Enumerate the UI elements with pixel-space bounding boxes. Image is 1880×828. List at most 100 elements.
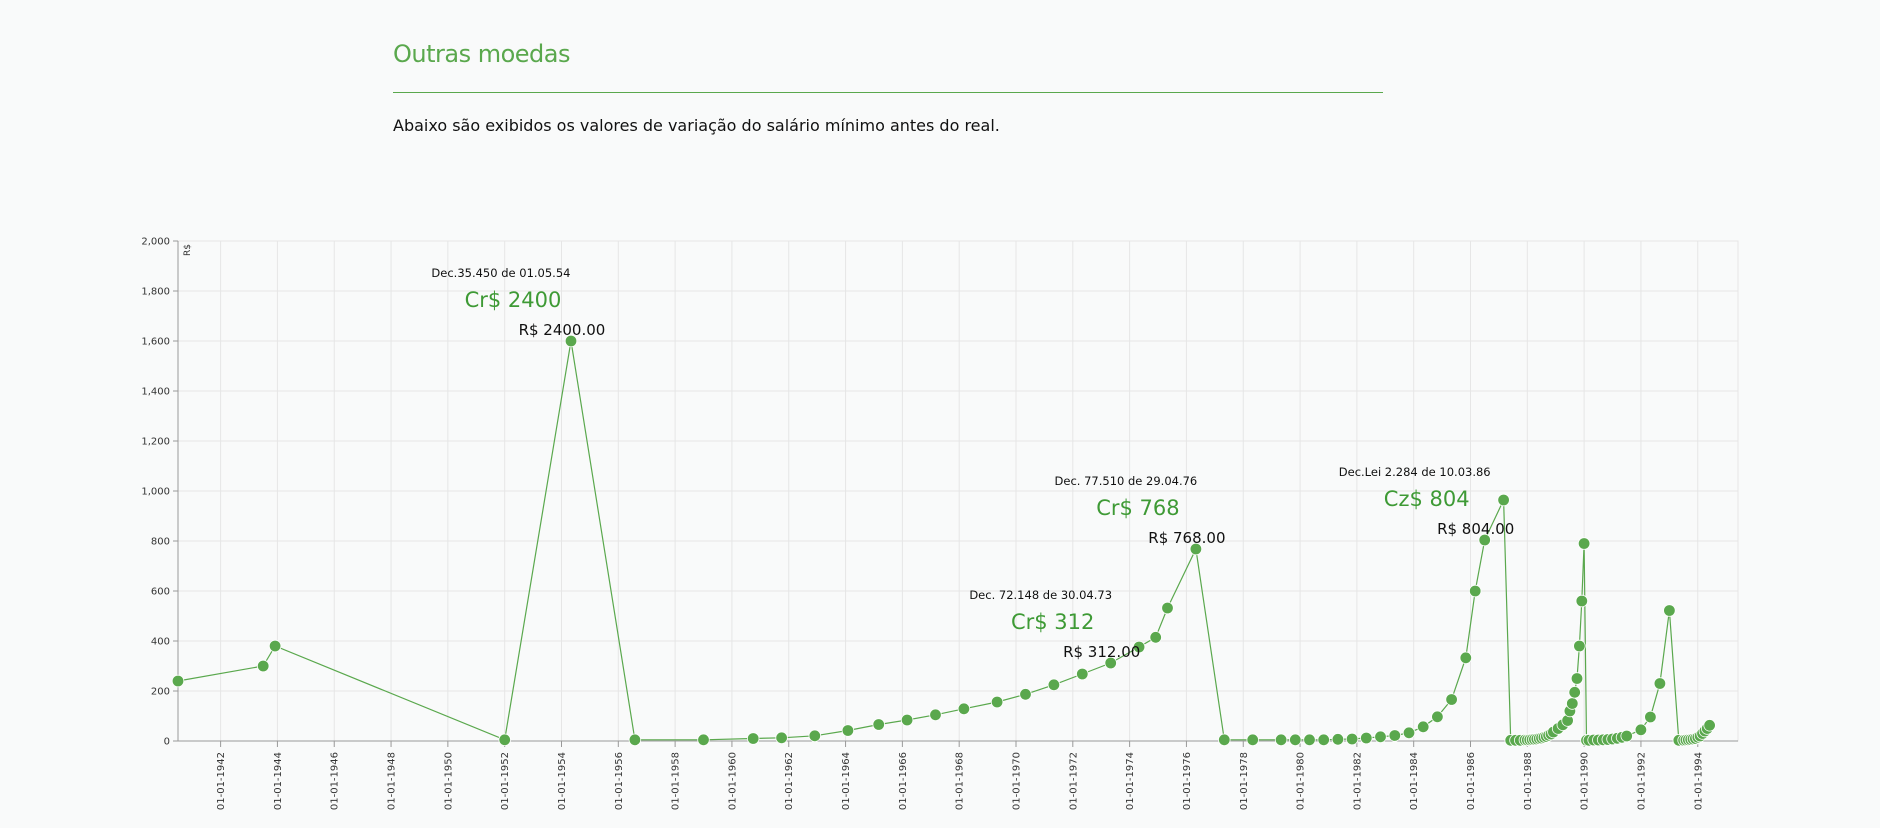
x-tick-label: 01-01-1960 xyxy=(727,752,738,810)
x-tick-label: 01-01-1990 xyxy=(1580,752,1591,810)
x-tick-label: 01-01-1976 xyxy=(1182,752,1193,810)
x-tick-label: 01-01-1994 xyxy=(1693,752,1704,810)
data-point xyxy=(990,695,1004,709)
annotation-decree: Dec.Lei 2.284 de 10.03.86 xyxy=(1339,465,1491,479)
y-tick-label: 1,600 xyxy=(141,337,170,348)
data-point xyxy=(841,724,855,737)
annotation-value: R$ 312.00 xyxy=(1063,643,1140,661)
data-point xyxy=(1388,729,1402,742)
data-point xyxy=(957,702,971,716)
data-point xyxy=(1663,604,1676,617)
annotation: Dec. 77.510 de 29.04.76 Cr$ 768 R$ 768.00 xyxy=(1055,474,1226,547)
data-point xyxy=(1402,726,1416,740)
x-tick-label: 01-01-1984 xyxy=(1409,752,1420,810)
x-tick-label: 01-01-1948 xyxy=(387,752,398,810)
data-point xyxy=(1076,667,1089,681)
data-point xyxy=(1345,732,1359,746)
data-point xyxy=(1566,697,1579,710)
y-tick-label: 2,000 xyxy=(141,237,170,248)
x-tick-label: 01-01-1974 xyxy=(1125,752,1136,810)
y-tick-label: 600 xyxy=(151,587,170,598)
data-point xyxy=(1374,730,1387,744)
x-tick-label: 01-01-1980 xyxy=(1296,752,1307,810)
data-point xyxy=(1149,631,1162,644)
annotation-currency: Cr$ 2400 xyxy=(465,288,562,312)
data-point xyxy=(1575,594,1589,608)
data-point xyxy=(1459,651,1473,665)
data-point xyxy=(1497,493,1510,507)
y-tick-label: 400 xyxy=(151,637,170,648)
annotation-value: R$ 768.00 xyxy=(1148,529,1225,547)
data-point xyxy=(498,733,511,747)
y-tick-label: 1,200 xyxy=(141,437,170,448)
chart-grid xyxy=(177,240,1739,742)
x-tick-label: 01-01-1954 xyxy=(557,752,568,810)
data-point xyxy=(1644,710,1657,724)
data-point xyxy=(1573,639,1586,653)
y-tick-label: 1,800 xyxy=(141,287,170,298)
title-divider xyxy=(393,92,1383,93)
data-point xyxy=(1653,677,1667,690)
annotation-decree: Dec.35.450 de 01.05.54 xyxy=(431,266,570,280)
data-point xyxy=(1570,672,1584,685)
annotation-value: R$ 804.00 xyxy=(1437,520,1514,538)
data-point xyxy=(1132,640,1146,654)
data-point xyxy=(1289,733,1302,747)
data-point xyxy=(775,731,788,745)
annotation-decree: Dec. 72.148 de 30.04.73 xyxy=(969,588,1112,602)
data-point xyxy=(1274,733,1288,747)
data-point xyxy=(1218,733,1231,747)
x-tick-label: 01-01-1952 xyxy=(500,752,511,810)
data-point xyxy=(1634,723,1648,737)
data-point xyxy=(171,674,185,688)
data-point xyxy=(628,733,642,747)
x-tick-label: 01-01-1962 xyxy=(784,752,795,810)
data-point xyxy=(1360,731,1373,745)
data-point xyxy=(808,729,822,743)
data-point xyxy=(872,718,885,731)
section-title: Outras moedas xyxy=(393,40,571,68)
x-tick-label: 01-01-1958 xyxy=(671,752,682,810)
annotation: Dec.Lei 2.284 de 10.03.86 Cz$ 804 R$ 804.0… xyxy=(1339,465,1515,538)
x-tick-label: 01-01-1964 xyxy=(841,752,852,810)
data-point xyxy=(1189,542,1203,556)
section-header: Outras moedas Abaixo são exibidos os val… xyxy=(393,40,1383,135)
data-point xyxy=(1104,656,1117,670)
data-point xyxy=(257,659,270,673)
data-point xyxy=(1431,710,1444,724)
x-tick-label: 01-01-1992 xyxy=(1636,752,1647,810)
data-point xyxy=(1620,729,1633,743)
data-point xyxy=(1577,537,1591,550)
data-point xyxy=(929,708,942,722)
data-point xyxy=(1246,733,1259,747)
annotation: Dec.35.450 de 01.05.54 Cr$ 2400 R$ 2400.00 xyxy=(431,266,605,339)
annotation-value: R$ 2400.00 xyxy=(519,321,606,339)
data-point xyxy=(1445,693,1458,706)
data-point xyxy=(1317,733,1330,747)
y-tick-label: 0 xyxy=(164,737,170,748)
x-tick-label: 01-01-1950 xyxy=(443,752,454,810)
data-point xyxy=(1468,584,1482,598)
y-axis: 0 200 400 600 800 1,000 1,200 1,400 1,600 1,800 2,… xyxy=(141,237,193,748)
y-tick-label: 800 xyxy=(151,537,170,548)
data-point xyxy=(1416,720,1430,734)
data-point xyxy=(1019,688,1032,701)
chart-series xyxy=(171,334,1716,747)
x-tick-label: 01-01-1942 xyxy=(216,752,227,810)
y-tick-label: 1,400 xyxy=(141,387,170,398)
x-tick-label: 01-01-1972 xyxy=(1068,752,1079,810)
data-point xyxy=(1303,733,1316,747)
data-point xyxy=(1703,719,1716,732)
data-point xyxy=(268,639,282,653)
y-tick-label: 1,000 xyxy=(141,487,170,498)
data-point xyxy=(1568,686,1581,699)
data-point xyxy=(1161,601,1174,615)
data-point xyxy=(697,733,710,747)
annotation-currency: Cr$ 768 xyxy=(1096,496,1179,520)
data-point xyxy=(564,334,578,348)
x-tick-label: 01-01-1970 xyxy=(1011,752,1022,810)
y-tick-label: 200 xyxy=(151,687,170,698)
x-tick-label: 01-01-1946 xyxy=(330,752,341,810)
section-intro: Abaixo são exibidos os valores de variaç… xyxy=(393,116,1000,135)
